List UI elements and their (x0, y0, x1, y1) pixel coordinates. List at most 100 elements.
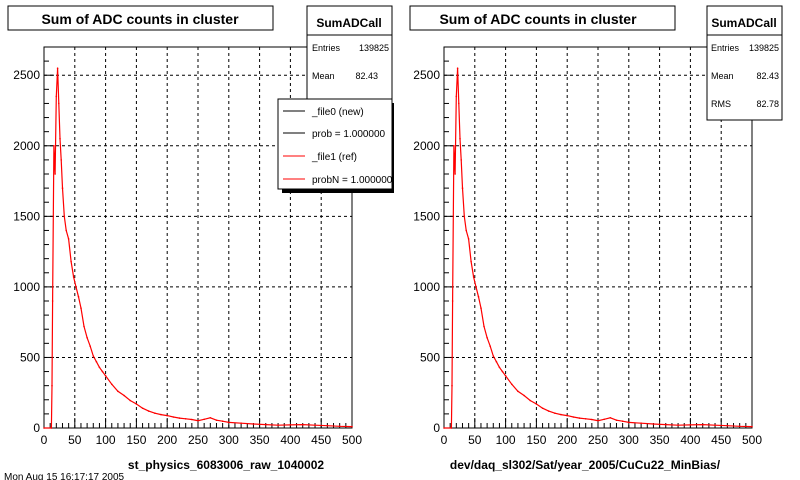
left-data-point (80, 307, 82, 309)
left-data-point (59, 137, 61, 140)
right-data-point (461, 187, 464, 189)
right-data-point (465, 229, 468, 232)
right-plot-frame (443, 46, 753, 429)
left-data-point (252, 423, 255, 425)
left-stats-label-mean: Mean (312, 71, 335, 81)
left-x-tick-label: 350 (250, 433, 270, 447)
right-data-point (738, 425, 741, 428)
left-data-point (63, 215, 66, 218)
right-x-tick-label: 200 (557, 433, 577, 447)
right-data-point (554, 412, 556, 415)
left-y-tick-label: 1000 (13, 280, 40, 294)
left-data-point (314, 424, 316, 427)
right-data-point (453, 145, 455, 147)
right-data-point (470, 260, 472, 263)
left-data-point (338, 425, 341, 428)
right-plot-area: 0 50 100 150 200 250 300 350 400 450 500 0 500 1000 15… (413, 46, 762, 447)
right-data-point (628, 421, 630, 424)
left-data-point (172, 416, 175, 418)
left-data-point (203, 418, 205, 421)
right-stats-name: SumADCall (711, 16, 776, 30)
right-x-tick-label: 450 (711, 433, 731, 447)
right-data-point (578, 417, 581, 419)
left-data-point (104, 375, 107, 377)
left-legend-label-new: _file0 (new) (311, 107, 364, 118)
left-stats-value-entries: 139825 (359, 43, 389, 53)
left-stats-label-entries: Entries (312, 43, 341, 53)
right-data-point (501, 370, 504, 373)
right-x-tick-label: 50 (468, 433, 482, 447)
right-y-tick-label: 2000 (413, 139, 440, 153)
right-x-tick-label: 150 (526, 433, 546, 447)
left-x-tick-label: 50 (68, 433, 82, 447)
right-stats-value-rms: 82.78 (756, 99, 779, 109)
right-data-point (483, 325, 485, 328)
right-x-tick-label: 0 (441, 433, 448, 447)
right-x-axis-label: dev/daq_sl302/Sat/year_2005/CuCu22_MinBi… (450, 458, 721, 472)
left-data-point (111, 383, 113, 386)
left-y-tick-label: 500 (20, 350, 40, 364)
left-x-tick-label: 100 (96, 433, 116, 447)
right-stats-label-entries: Entries (711, 43, 740, 53)
left-data-point (215, 419, 218, 422)
right-title: Sum of ADC counts in cluster (439, 11, 637, 27)
left-y-tick-label: 2000 (13, 139, 40, 153)
left-data-point (197, 419, 199, 422)
right-data-point (640, 422, 642, 425)
left-y-tick-label: 0 (33, 421, 40, 435)
right-data-point (460, 159, 463, 161)
right-data-point (566, 414, 568, 417)
left-data-point (65, 229, 67, 232)
right-data-point (443, 427, 445, 429)
right-x-tick-label: 400 (680, 433, 700, 447)
right-y-tick-label: 1000 (413, 280, 440, 294)
right-x-tick-label: 100 (496, 433, 516, 447)
left-data-point (51, 384, 53, 387)
left-y-tick-label: 1500 (13, 209, 40, 223)
right-data-point (480, 307, 482, 309)
right-data-point (547, 410, 550, 412)
right-y-tick-label: 0 (433, 421, 440, 435)
right-data-point (751, 425, 753, 428)
right-data-point (467, 238, 470, 240)
left-data-point (98, 366, 101, 369)
right-data-point (726, 424, 729, 427)
right-stats-label-mean: Mean (711, 71, 734, 81)
right-data-point (714, 424, 716, 427)
left-title-box (7, 5, 274, 31)
left-legend: _file0 (new) prob = 1.000000 _file1 (ref… (277, 98, 394, 193)
left-legend-frame (277, 98, 393, 190)
left-data-point (154, 412, 156, 415)
right-data-point (463, 215, 466, 218)
right-data-point (529, 399, 531, 402)
right-data-point (615, 419, 618, 422)
left-legend-label-prob: prob = 1.000000 (312, 129, 386, 140)
right-data-point (472, 276, 475, 278)
right-data-point (486, 336, 488, 339)
right-data-point (492, 355, 495, 357)
left-data-point (129, 399, 131, 402)
left-data-point (351, 425, 353, 428)
right-data-point (584, 418, 587, 420)
left-title: Sum of ADC counts in cluster (41, 11, 239, 27)
left-data-point (51, 300, 54, 302)
right-data-point (459, 137, 461, 140)
left-data-point (178, 417, 181, 419)
left-data-point (191, 418, 193, 421)
right-x-tick-label: 300 (619, 433, 639, 447)
right-data-point (560, 413, 562, 416)
left-data-point (72, 276, 75, 278)
left-data-point (53, 145, 55, 147)
left-x-tick-label: 400 (280, 433, 300, 447)
right-data-point (450, 427, 453, 429)
left-data-point (58, 102, 60, 105)
right-data-point (455, 95, 458, 98)
right-data-point (621, 420, 624, 423)
left-data-point (123, 394, 125, 397)
right-title-box (409, 5, 676, 31)
right-x-tick-label: 350 (650, 433, 670, 447)
left-data-point (95, 360, 98, 363)
right-data-point (458, 102, 460, 105)
left-x-tick-label: 300 (219, 433, 239, 447)
